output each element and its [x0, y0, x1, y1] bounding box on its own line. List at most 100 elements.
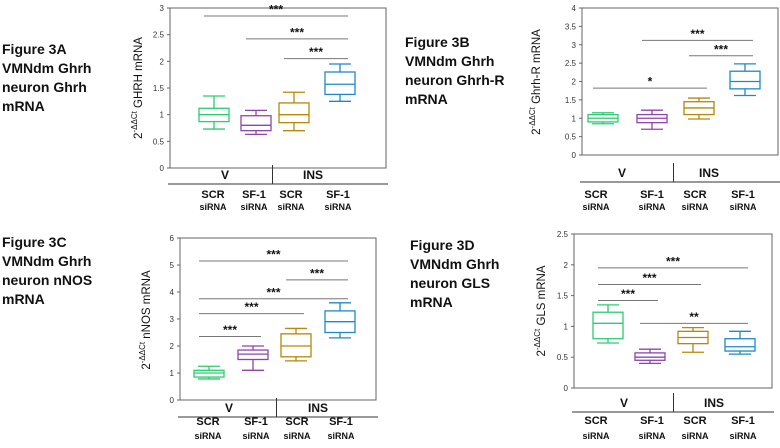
category-label: SCR	[584, 415, 607, 427]
significance-label: ***	[714, 42, 728, 56]
figure-3a-title: Figure 3A VMNdm Ghrh neuron Ghrh mRNA	[2, 41, 92, 114]
group-label-ins: INS	[699, 166, 719, 180]
category-sublabel: siRNA	[638, 202, 666, 212]
group-label-v: V	[618, 166, 626, 180]
y-tick-label: 0	[160, 164, 165, 173]
category-label: SF-1	[640, 415, 664, 427]
significance-label: *	[648, 75, 653, 89]
y-tick-label: 6	[170, 234, 175, 243]
figure-3b-title: Figure 3B VMNdm Ghrh neuron Ghrh-R mRNA	[405, 34, 505, 107]
group-label-ins: INS	[308, 401, 328, 415]
y-tick-label: 0	[564, 384, 569, 393]
category-label: SF-1	[731, 189, 755, 201]
box-ins-scr	[280, 327, 312, 362]
y-tick-label: 0	[170, 396, 175, 405]
significance-label: ***	[269, 3, 283, 17]
significance-label: ***	[642, 271, 656, 285]
significance-label: **	[689, 310, 699, 324]
y-tick-label: 1.5	[153, 84, 165, 93]
chart-3b: 00.511.522.533.542-ΔΔCt Ghrh-R mRNA *****…	[528, 4, 780, 212]
y-tick-label: 0	[572, 151, 577, 160]
category-label: SF-1	[326, 189, 350, 201]
box-body	[240, 115, 272, 132]
category-sublabel: siRNA	[242, 431, 270, 441]
y-tick-label: 0.5	[153, 137, 165, 146]
category-sublabel: siRNA	[729, 431, 757, 441]
category-sublabel: siRNA	[681, 431, 709, 441]
y-tick-label: 4	[572, 4, 577, 13]
box-ins-sf1	[729, 63, 761, 97]
category-label: SCR	[683, 415, 706, 427]
significance-label: ***	[266, 285, 280, 299]
y-tick-label: 0.5	[557, 353, 569, 362]
box-v-scr	[198, 95, 230, 130]
y-tick-label: 3	[572, 41, 577, 50]
category-sublabel: siRNA	[283, 431, 311, 441]
box-ins-scr	[677, 326, 709, 353]
box-body	[592, 311, 624, 340]
y-tick-label: 1	[572, 114, 577, 123]
category-sublabel: siRNA	[729, 202, 757, 212]
category-sublabel: siRNA	[582, 202, 610, 212]
category-label: SF-1	[640, 189, 664, 201]
y-tick-label: 2.5	[565, 59, 577, 68]
category-sublabel: siRNA	[681, 202, 709, 212]
box-ins-sf1	[324, 63, 356, 102]
y-axis-label: 2-ΔΔCt Ghrh-R mRNA	[528, 29, 543, 135]
category-label: SCR	[285, 416, 308, 428]
y-tick-label: 2.5	[153, 31, 165, 40]
y-axis-label: 2-ΔΔCt nNOS mRNA	[138, 270, 153, 370]
box-v-scr	[587, 112, 619, 125]
significance-label: ***	[666, 254, 680, 268]
category-sublabel: siRNA	[327, 431, 355, 441]
group-label-v: V	[221, 168, 229, 182]
plot-frame	[573, 233, 773, 389]
category-label: SCR	[201, 189, 224, 201]
box-v-sf1	[237, 345, 269, 371]
category-sublabel: siRNA	[199, 202, 227, 212]
y-tick-label: 4	[170, 288, 175, 297]
box-body	[324, 71, 356, 96]
significance-label: ***	[244, 300, 258, 314]
category-label: SCR	[584, 189, 607, 201]
significance-label: ***	[290, 25, 304, 39]
figure-3d-title: Figure 3D VMNdm Ghrh neuron GLS mRNA	[410, 237, 500, 310]
significance-label: ***	[621, 287, 635, 301]
category-label: SF-1	[242, 189, 266, 201]
y-tick-label: 2.5	[557, 230, 569, 239]
box-v-sf1	[636, 109, 668, 130]
box-v-sf1	[240, 109, 272, 136]
category-label: SCR	[279, 189, 302, 201]
box-body	[280, 333, 312, 358]
category-sublabel: siRNA	[638, 431, 666, 441]
box-body	[237, 349, 269, 361]
box-ins-scr	[278, 91, 310, 132]
y-tick-label: 2	[564, 261, 569, 270]
category-sublabel: siRNA	[240, 202, 268, 212]
figure-3c-title: Figure 3C VMNdm Ghrh neuron nNOS mRNA	[2, 234, 93, 307]
chart-3c: 0 1 2 3 4 5 6 2-ΔΔCt nNOS mRNA *** *** *** *** *** V I…	[138, 234, 378, 441]
y-axis-label: 2-ΔΔCt GLS mRNA	[533, 265, 548, 356]
category-label: SCR	[196, 416, 219, 428]
box-ins-sf1	[724, 330, 756, 355]
box-body	[724, 338, 756, 352]
chart-3d: 00.511.522.52-ΔΔCt GLS mRNA***********V I…	[533, 230, 774, 441]
category-label: SCR	[683, 189, 706, 201]
y-tick-label: 1.5	[565, 96, 577, 105]
group-label-ins: INS	[303, 168, 323, 182]
significance-label: ***	[309, 45, 323, 59]
chart-3a: 0 0.5 1 1.5 2 2.5 3 2-ΔΔCt GHRH mRNA *** *** *** V I…	[130, 3, 388, 212]
box-v-sf1	[634, 348, 666, 365]
y-tick-label: 1	[564, 322, 569, 331]
box-body	[729, 70, 761, 90]
y-tick-label: 5	[170, 261, 175, 270]
group-label-v: V	[620, 396, 628, 410]
box-ins-sf1	[324, 302, 356, 339]
category-sublabel: siRNA	[324, 202, 352, 212]
y-tick-label: 0.5	[565, 133, 577, 142]
box-body	[193, 369, 225, 378]
box-v-scr	[193, 365, 225, 380]
group-label-v: V	[225, 401, 233, 415]
y-tick-label: 1	[170, 369, 175, 378]
